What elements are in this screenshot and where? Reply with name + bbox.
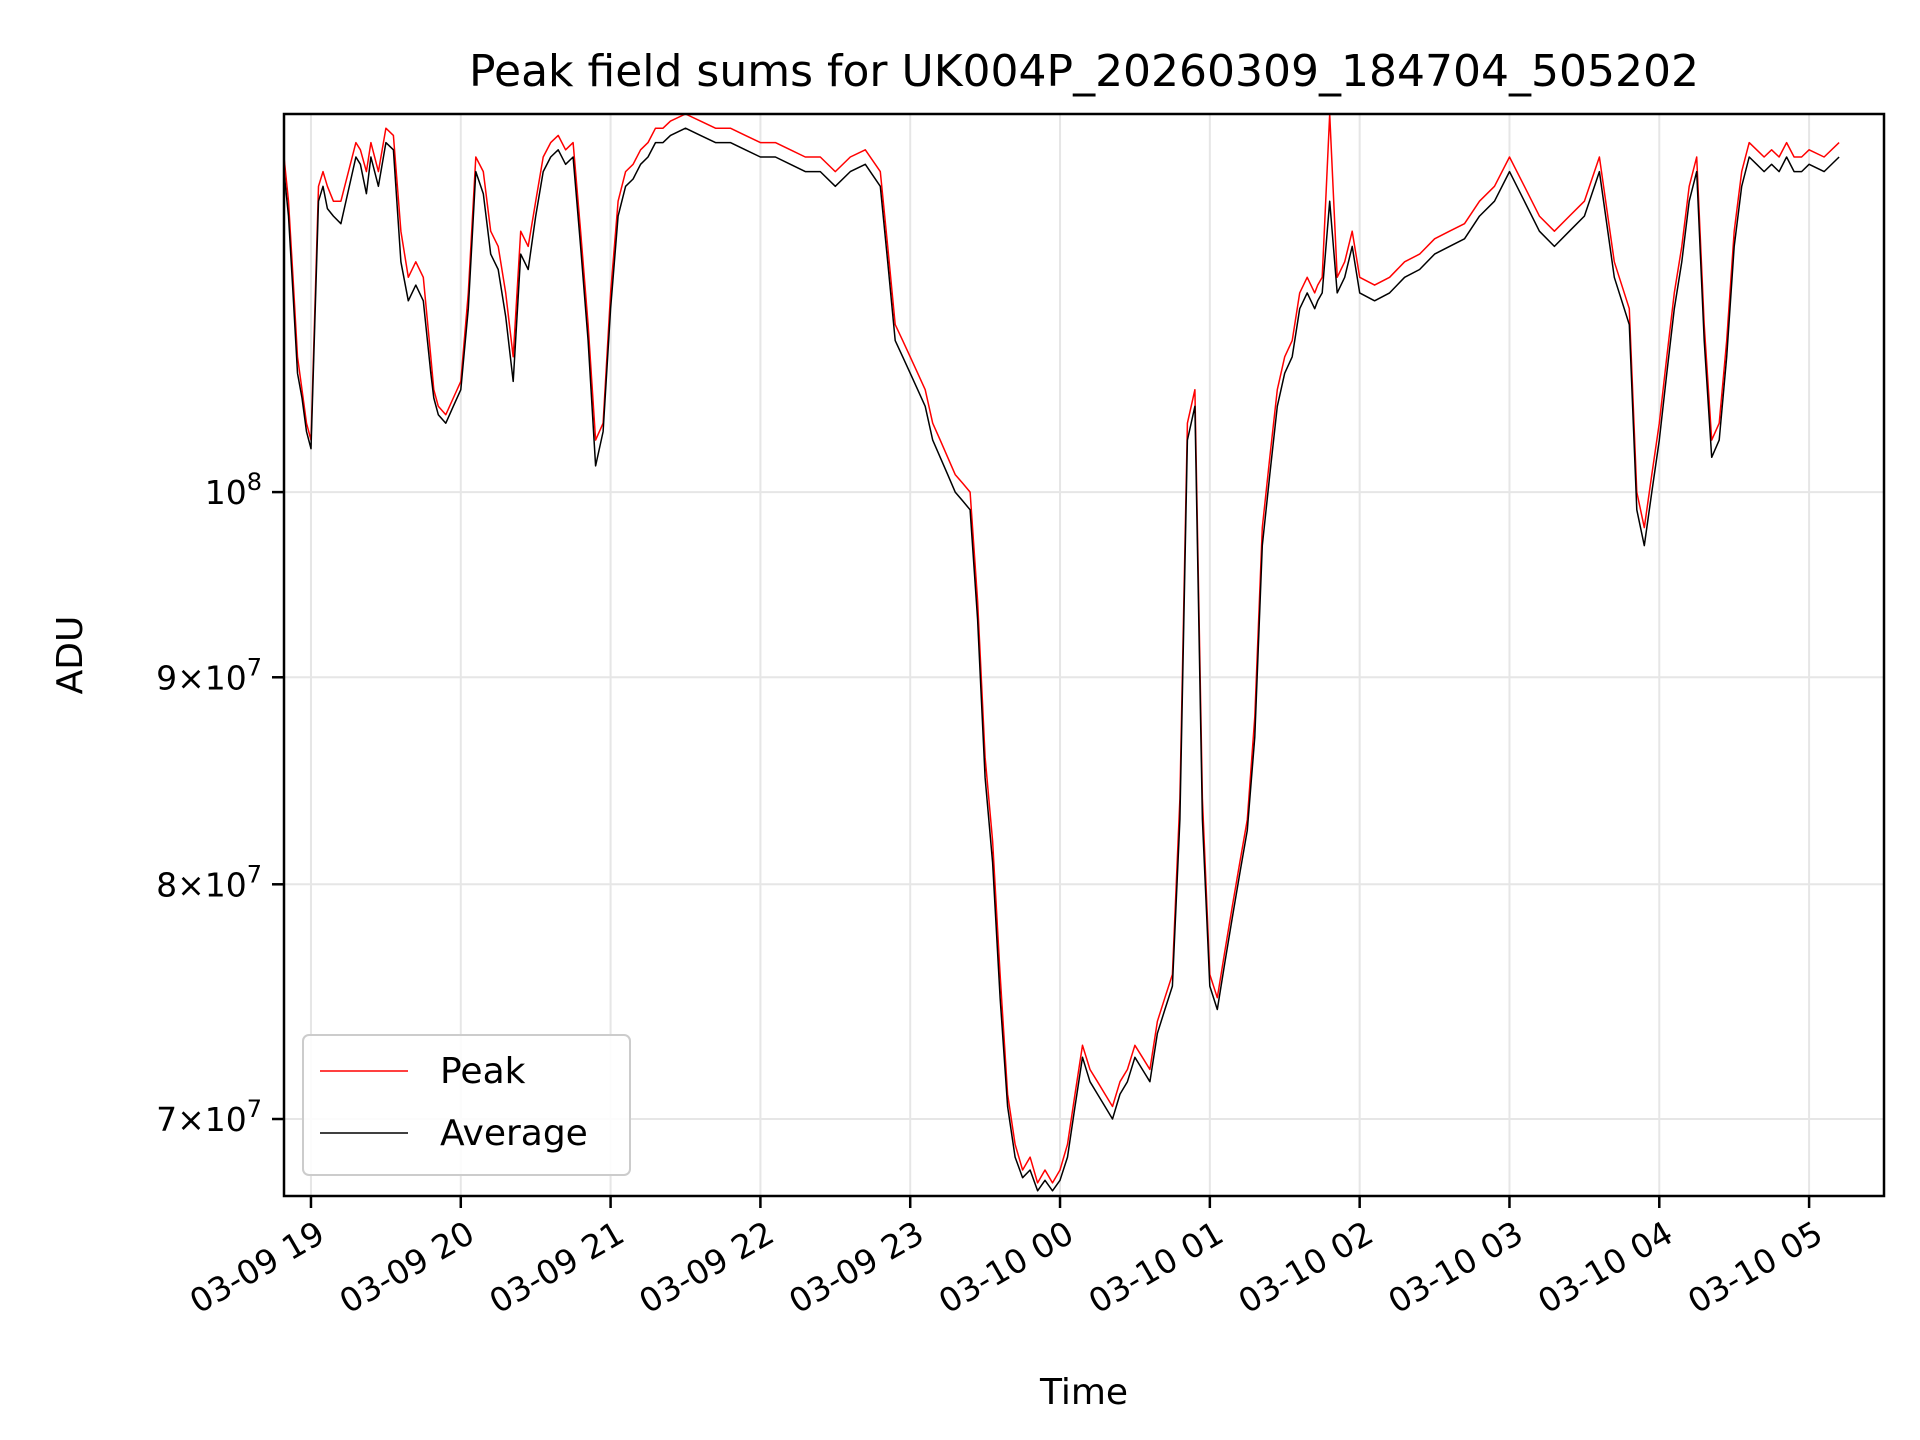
y-tick-label: 8×107 [156,860,262,904]
chart-title: Peak field sums for UK004P_20260309_1847… [469,46,1699,97]
axis-ticks: 03-09 19 03-09 20 03-09 21 03-09 22 03-09 23… [156,468,1829,1321]
series-line-average [283,127,1840,1192]
x-tick-label: 03-10 00 [932,1213,1080,1321]
x-tick-label: 03-10 04 [1531,1213,1679,1321]
legend-box [302,1034,631,1176]
x-tick-label: 03-10 05 [1681,1213,1829,1321]
y-tick-label: 7×107 [156,1095,262,1139]
legend-label-peak: Peak [440,1051,526,1092]
plot-frame [282,112,1886,1198]
x-tick-label: 03-09 23 [782,1213,930,1321]
x-tick-label: 03-09 19 [183,1213,331,1321]
x-tick-label: 03-10 02 [1232,1213,1380,1321]
series-layer [283,113,1840,1192]
x-tick-label: 03-10 03 [1381,1213,1529,1321]
legend: Peak Average [302,1034,631,1176]
x-tick-label: 03-09 22 [632,1213,780,1321]
y-tick-label: 9×107 [156,653,262,697]
x-axis-label: Time [1039,1372,1128,1413]
x-tick-label: 03-10 01 [1082,1213,1230,1321]
series-line-peak [283,113,1840,1184]
x-tick-label: 03-09 21 [483,1213,631,1321]
grid [284,114,1884,1196]
y-tick-label: 108 [205,468,262,512]
y-axis-label: ADU [50,616,91,695]
legend-label-average: Average [440,1113,588,1154]
x-tick-label: 03-09 20 [333,1213,481,1321]
